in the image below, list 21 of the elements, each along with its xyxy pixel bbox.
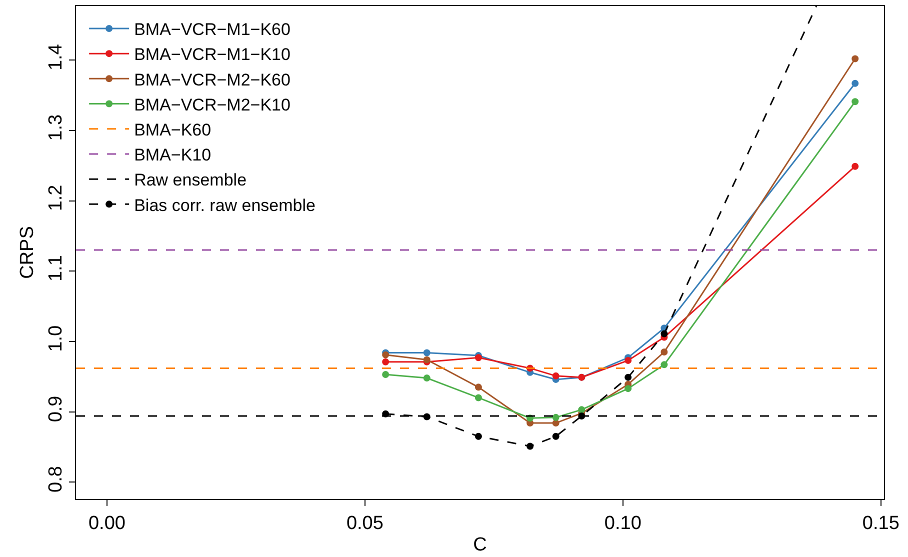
x-tick-label: 0.05 bbox=[346, 512, 384, 534]
y-tick-label: 0.8 bbox=[45, 466, 66, 492]
y-tick-label: 1.2 bbox=[45, 184, 66, 212]
legend-label: Bias corr. raw ensemble bbox=[134, 196, 316, 215]
legend-label: BMA−VCR−M1−K10 bbox=[134, 45, 290, 64]
legend-label: BMA−VCR−M2−K10 bbox=[134, 95, 290, 114]
y-tick-label: 1.4 bbox=[45, 44, 66, 71]
legend-label: BMA−VCR−M1−K60 bbox=[134, 20, 290, 40]
legend-label: Raw ensemble bbox=[134, 170, 247, 190]
y-tick-label: 1.3 bbox=[45, 114, 66, 141]
y-axis-title: CRPS bbox=[17, 226, 38, 279]
x-tick-label: 0.15 bbox=[862, 512, 900, 534]
x-axis-title: C bbox=[473, 534, 487, 556]
legend-label: BMA−VCR−M2−K60 bbox=[134, 70, 290, 90]
y-tick-label: 1.0 bbox=[45, 325, 66, 352]
legend-label: BMA−K60 bbox=[134, 120, 212, 140]
legend-label: BMA−K10 bbox=[134, 146, 212, 165]
y-tick-label: 0.9 bbox=[45, 396, 66, 422]
x-tick-label: 0.00 bbox=[88, 512, 126, 534]
x-tick-label: 0.10 bbox=[604, 512, 642, 534]
y-tick-label: 1.1 bbox=[45, 255, 66, 282]
